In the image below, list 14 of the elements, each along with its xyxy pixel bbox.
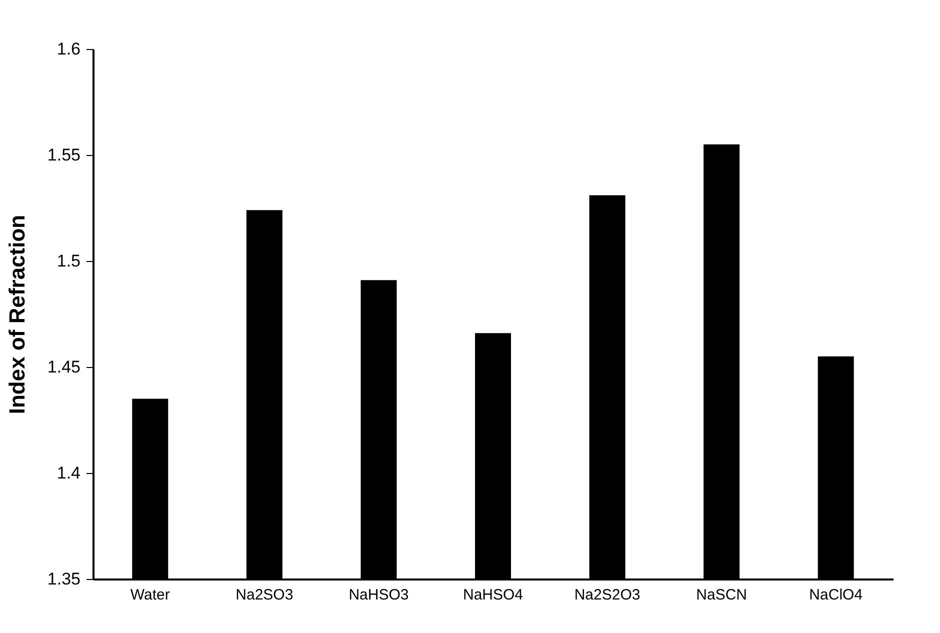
y-tick-label: 1.4 — [56, 464, 80, 482]
x-tick-label: Na2S2O3 — [574, 586, 640, 604]
x-tick-label: NaSCN — [696, 586, 747, 604]
y-tick-label: 1.6 — [56, 40, 80, 58]
y-axis-title: Index of Refraction — [4, 214, 30, 414]
y-tick-label: 1.5 — [56, 252, 80, 270]
x-tick-label: Water — [130, 586, 170, 604]
x-tick-label: NaHSO3 — [348, 586, 409, 604]
x-tick-label: NaClO4 — [809, 586, 863, 604]
y-tick-label: 1.35 — [47, 570, 80, 588]
y-tick-label: 1.55 — [47, 146, 80, 164]
x-tick-label: Na2SO3 — [236, 586, 294, 604]
y-tick-label: 1.45 — [47, 358, 80, 376]
x-tick-label: NaHSO4 — [462, 586, 524, 604]
